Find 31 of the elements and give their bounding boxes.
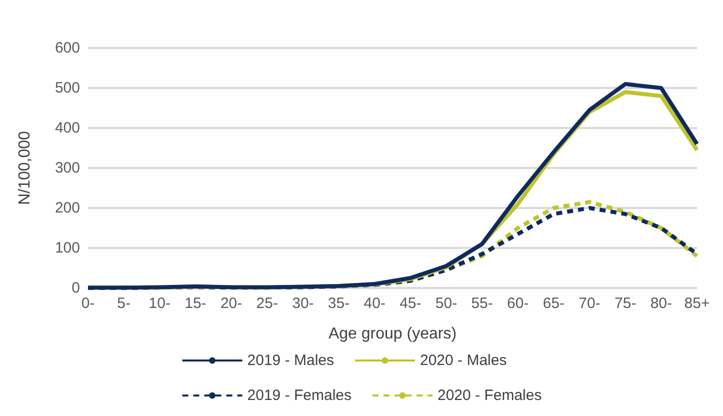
x-tick-label: 35- [328,295,350,312]
x-tick-label: 0- [81,295,95,312]
legend-label: 2020 - Females [438,387,542,404]
x-axis-title: Age group (years) [328,326,457,342]
y-tick-label: 500 [54,80,80,96]
x-tick-label: 65- [542,295,565,312]
legend-label: 2019 - Males [247,352,334,369]
x-tick-label: 30- [292,295,314,312]
y-tick-label: 100 [54,240,80,256]
x-tick-label: 5- [117,295,130,312]
x-tick-label: 45- [400,295,422,312]
y-tick-label: 300 [54,160,80,176]
y-axis-title: N/100,000 [16,130,34,205]
y-tick-label: 0 [72,280,80,296]
x-tick-label: 75- [614,295,636,312]
x-tick-label: 40- [364,295,386,312]
x-tick-label: 85+ [684,295,710,312]
x-tick-label: 50- [435,295,458,312]
x-tick-label: 55- [471,295,493,312]
y-tick-label: 200 [54,200,80,216]
y-tick-label: 400 [54,120,80,136]
legend-label: 2019 - Females [247,387,352,404]
y-tick-label: 600 [54,40,80,56]
x-tick-label: 70- [578,295,600,312]
legend-label: 2020 - Males [420,352,507,369]
x-tick-label: 60- [507,295,529,312]
x-tick-label: 25- [256,295,278,312]
x-tick-label: 15- [184,295,206,312]
x-tick-label: 10- [148,295,170,312]
x-tick-label: 20- [220,295,242,312]
x-tick-label: 80- [650,295,672,312]
